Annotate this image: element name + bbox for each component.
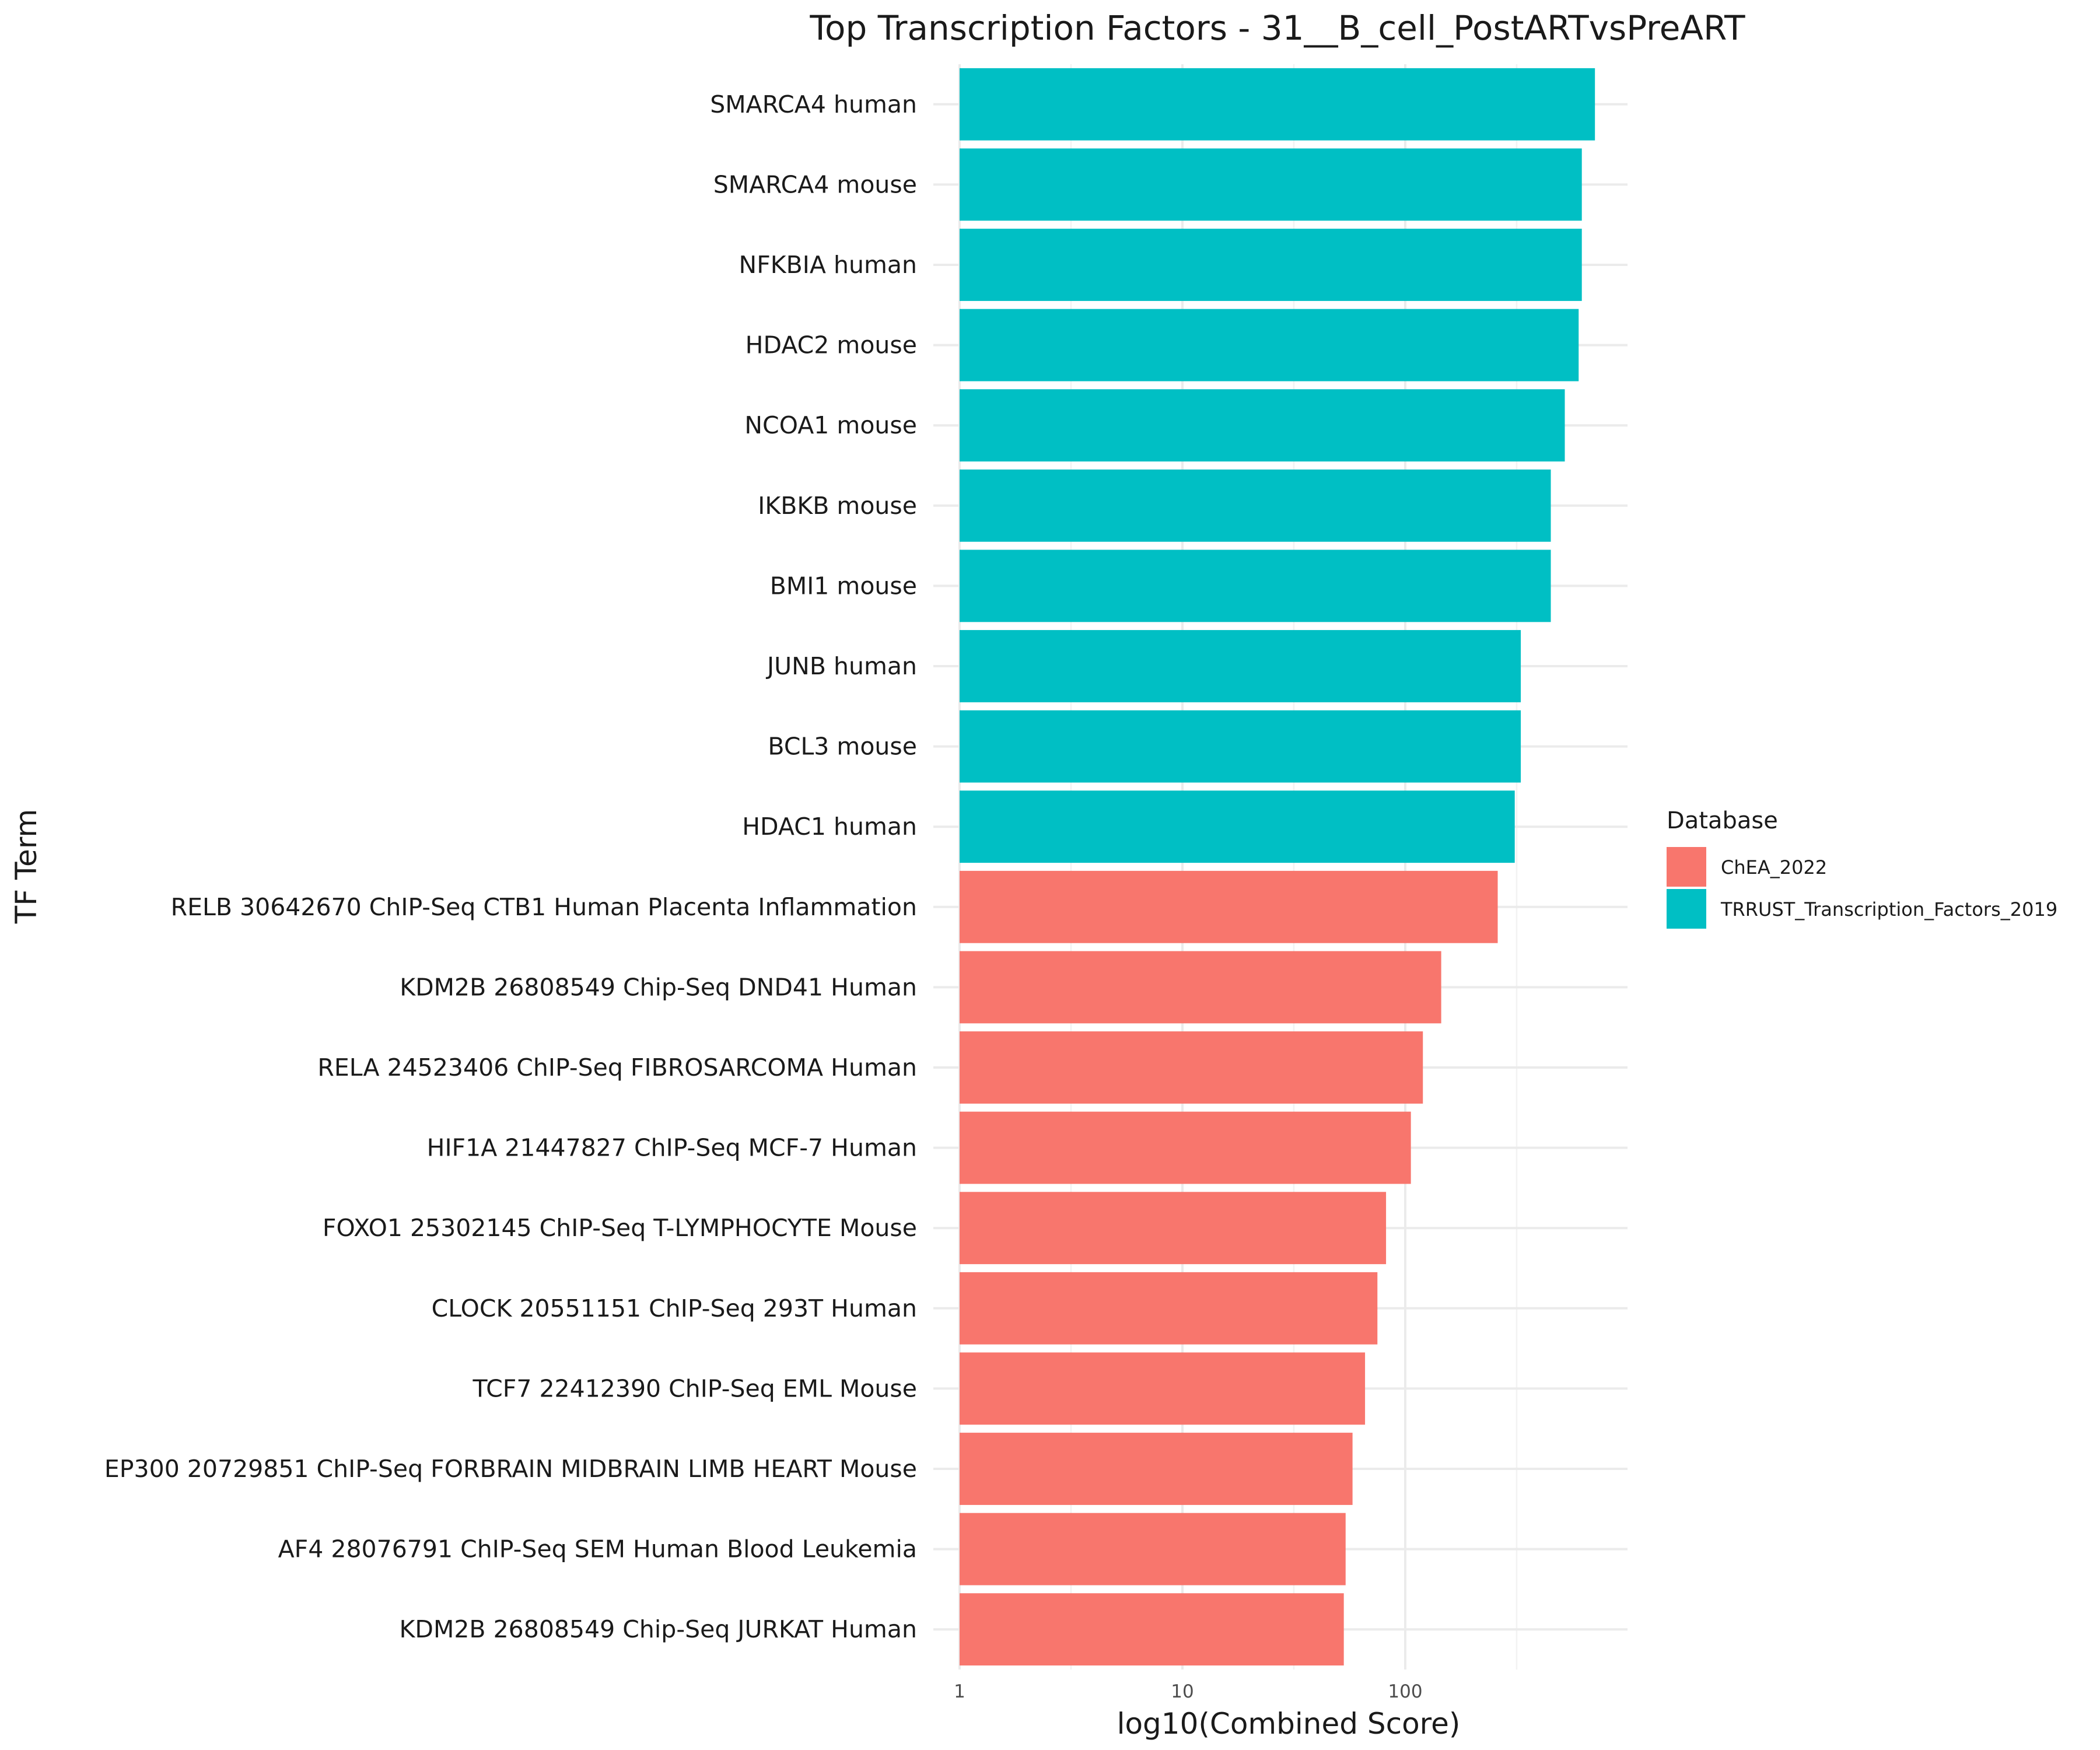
legend: Database ChEA_2022 TRRUST_Transcription_F… xyxy=(1667,807,2057,929)
category-label: JUNB human xyxy=(765,652,917,680)
category-label: EP300 20729851 ChIP-Seq FORBRAIN MIDBRAI… xyxy=(104,1455,917,1483)
legend-label: TRRUST_Transcription_Factors_2019 xyxy=(1720,898,2057,921)
category-label: RELA 24523406 ChIP-Seq FIBROSARCOMA Huma… xyxy=(317,1054,917,1082)
category-label: SMARCA4 human xyxy=(710,90,917,118)
legend-swatch xyxy=(1667,889,1706,929)
grid-layer xyxy=(933,64,1628,1670)
category-label: SMARCA4 mouse xyxy=(713,170,917,198)
bar xyxy=(960,1111,1411,1184)
category-label: BCL3 mouse xyxy=(768,733,917,761)
category-label: KDM2B 26808549 Chip-Seq DND41 Human xyxy=(400,973,917,1001)
bar xyxy=(960,1593,1344,1666)
category-label: TCF7 22412390 ChIP-Seq EML Mouse xyxy=(472,1374,917,1402)
category-label: FOXO1 25302145 ChIP-Seq T-LYMPHOCYTE Mou… xyxy=(323,1214,917,1242)
y-axis-title: TF Term xyxy=(9,809,43,924)
bar xyxy=(960,1513,1346,1586)
legend-swatch xyxy=(1667,847,1706,887)
category-label: HIF1A 21447827 ChIP-Seq MCF-7 Human xyxy=(427,1134,917,1162)
category-label: HDAC1 human xyxy=(742,813,917,841)
bar xyxy=(960,870,1498,943)
category-label: NFKBIA human xyxy=(739,251,917,279)
bar xyxy=(960,229,1582,301)
x-tick-label: 10 xyxy=(1171,1681,1194,1702)
bar xyxy=(960,1433,1353,1505)
bar xyxy=(960,148,1582,221)
legend-title: Database xyxy=(1667,807,1778,834)
category-label: HDAC2 mouse xyxy=(746,331,917,359)
bar xyxy=(960,710,1521,783)
bar xyxy=(960,630,1521,702)
bar xyxy=(960,951,1441,1024)
category-label: CLOCK 20551151 ChIP-Seq 293T Human xyxy=(432,1294,917,1322)
category-label: IKBKB mouse xyxy=(758,492,917,520)
bar xyxy=(960,1352,1366,1425)
category-label: KDM2B 26808549 Chip-Seq JURKAT Human xyxy=(400,1615,918,1643)
legend-label: ChEA_2022 xyxy=(1721,856,1827,878)
legend-items: ChEA_2022 TRRUST_Transcription_Factors_20… xyxy=(1667,847,2057,929)
x-tick-label: 100 xyxy=(1388,1681,1422,1702)
category-label: NCOA1 mouse xyxy=(744,411,917,439)
category-labels: SMARCA4 human SMARCA4 mouse NFKBIA human HD… xyxy=(104,90,917,1643)
x-axis-title: log10(Combined Score) xyxy=(1117,1707,1461,1741)
bars-layer xyxy=(960,68,1595,1666)
bar xyxy=(960,309,1579,382)
category-label: AF4 28076791 ChIP-Seq SEM Human Blood Le… xyxy=(278,1535,917,1563)
bar xyxy=(960,550,1551,622)
bar xyxy=(960,469,1551,542)
bar xyxy=(960,68,1595,141)
category-label: BMI1 mouse xyxy=(770,572,917,600)
bar xyxy=(960,1031,1423,1104)
x-tick-label: 1 xyxy=(954,1681,965,1702)
bar xyxy=(960,1192,1387,1265)
x-axis-ticks: 1 10 100 xyxy=(954,1681,1422,1702)
chart-title: Top Transcription Factors - 31__B_cell_P… xyxy=(809,8,1745,48)
category-label: RELB 30642670 ChIP-Seq CTB1 Human Placen… xyxy=(171,893,917,921)
bar xyxy=(960,790,1515,863)
bar xyxy=(960,389,1565,462)
bar xyxy=(960,1272,1378,1345)
